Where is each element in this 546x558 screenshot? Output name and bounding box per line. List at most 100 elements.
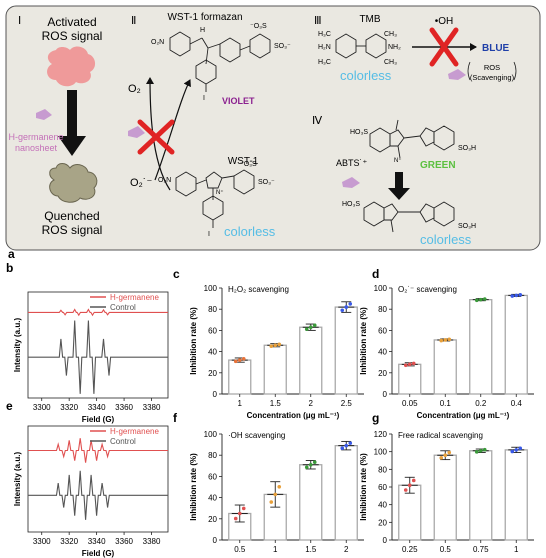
y-tick-label: 20 <box>378 369 387 378</box>
colorless-label-tmb: colorless <box>340 68 392 83</box>
y-axis-label: Inhibition rate (%) <box>189 307 198 375</box>
data-point <box>514 293 519 298</box>
roman-4: Ⅳ <box>312 115 323 127</box>
hydroxyl-label: •OH <box>435 16 454 27</box>
tmb-h2n: H₂N <box>318 44 331 51</box>
x-tick-label: 0.05 <box>402 399 418 408</box>
y-axis-label: Intensity (a.u.) <box>13 452 22 507</box>
tmb-ch3-top: CH₃ <box>384 31 397 38</box>
abts-ho3s: HO₃S <box>350 129 368 136</box>
bar <box>469 450 493 541</box>
activated-ros-label: ROS signal <box>42 29 103 43</box>
ros-paren-left <box>467 61 471 81</box>
bar <box>334 306 358 395</box>
epr-plot-frame <box>27 425 169 533</box>
x-tick-label: 2 <box>344 545 349 554</box>
epr-plot-frame <box>27 291 169 399</box>
data-point <box>474 298 479 303</box>
data-point <box>237 511 242 516</box>
panel-f: f 0 20 40 60 80 100 ·OH scavenging Concentration… <box>173 411 364 558</box>
nanosheet-label: nanosheet <box>15 143 58 153</box>
x-tick-label: 0.5 <box>234 545 246 554</box>
chart-title: O₂˙⁻ scavenging <box>398 285 457 294</box>
series-line-control <box>28 320 168 394</box>
data-point <box>447 450 452 455</box>
bar <box>433 339 457 395</box>
data-point <box>482 297 487 301</box>
x-tick-label: 0.5 <box>440 545 452 554</box>
violet-label: VIOLET <box>222 96 255 106</box>
y-tick-label: 120 <box>374 430 388 439</box>
tmb-h3c-top: H₃C <box>318 31 331 38</box>
x-tick-label: 0.2 <box>475 399 487 408</box>
data-point <box>312 460 317 464</box>
panel-letter-e: e <box>6 399 13 413</box>
bar <box>228 359 252 395</box>
x-tick-label: 1 <box>273 545 278 554</box>
data-point <box>277 484 282 489</box>
y-tick-label: 80 <box>378 465 387 474</box>
bar <box>299 464 323 541</box>
chart-title: Free radical scavenging <box>398 431 483 440</box>
legend-label: Control <box>110 437 136 446</box>
legend-label: H-germanene <box>110 293 159 302</box>
y-tick-label: 0 <box>383 536 388 545</box>
data-point <box>312 323 317 328</box>
data-point <box>474 450 479 454</box>
y-tick-label: 60 <box>378 326 387 335</box>
y-axis-label: Intensity (a.u.) <box>13 318 22 373</box>
bar <box>469 299 493 395</box>
data-point <box>241 357 246 361</box>
y-tick-label: 20 <box>208 369 217 378</box>
abts-reduced-structure <box>363 201 455 233</box>
data-point <box>304 327 309 331</box>
data-point <box>411 478 416 483</box>
tmb-structure <box>335 33 387 59</box>
ros-label: ROS <box>484 63 500 72</box>
y-tick-label: 80 <box>378 305 387 314</box>
colorless-label-wst1: colorless <box>224 224 276 239</box>
y-tick-label: 100 <box>374 284 388 293</box>
data-point <box>478 297 483 302</box>
panel-letter-a: a <box>8 247 15 261</box>
data-point <box>269 500 274 504</box>
abts-so3h: SO₃H <box>458 145 476 152</box>
x-axis-label: Field (G) <box>82 549 115 558</box>
x-tick-label: 3380 <box>143 403 161 412</box>
data-point <box>241 506 246 511</box>
section-1: Ⅰ Activated ROS signal H-germanene nanos… <box>8 15 102 237</box>
data-point <box>407 362 412 367</box>
wst1-formazan-structure <box>169 31 271 92</box>
bar <box>504 294 528 395</box>
o2-label: O₂ <box>128 83 141 95</box>
data-point <box>478 448 483 453</box>
tmb-h3c-bottom: H₃C <box>318 59 331 66</box>
data-point <box>273 343 278 348</box>
x-tick-label: 3360 <box>115 537 133 546</box>
data-point <box>237 358 242 362</box>
data-point <box>348 302 353 306</box>
x-tick-label: 3320 <box>60 403 78 412</box>
x-tick-label: 1 <box>514 545 519 554</box>
x-tick-label: 0.25 <box>402 545 418 554</box>
y-axis-label: Inhibition rate (%) <box>359 307 368 375</box>
y-axis-label: Inhibition rate (%) <box>189 453 198 521</box>
section-4: Ⅳ HO₃S SO₃H N⁺ ABTS˙⁺ GREEN <box>312 115 476 247</box>
data-point <box>233 516 238 521</box>
bar <box>504 449 528 541</box>
wst1-formazan-label: WST-1 formazan <box>167 12 242 23</box>
charts: b 3300 3320 3340 3360 3380 Field (G) Intensity … <box>6 261 534 558</box>
x-tick-label: 3300 <box>33 537 51 546</box>
nanosheet-icon-3 <box>448 69 466 80</box>
data-point <box>510 449 515 454</box>
chart-title: ·OH scavenging <box>228 431 285 440</box>
bar <box>299 326 323 395</box>
y-axis-label: Inhibition rate (%) <box>359 453 368 521</box>
x-tick-label: 0.4 <box>511 399 523 408</box>
y-tick-label: 40 <box>378 501 387 510</box>
y-tick-label: 40 <box>378 348 387 357</box>
y-tick-label: 40 <box>208 348 217 357</box>
data-point <box>439 456 444 460</box>
series-line-h-germanene <box>28 308 168 317</box>
